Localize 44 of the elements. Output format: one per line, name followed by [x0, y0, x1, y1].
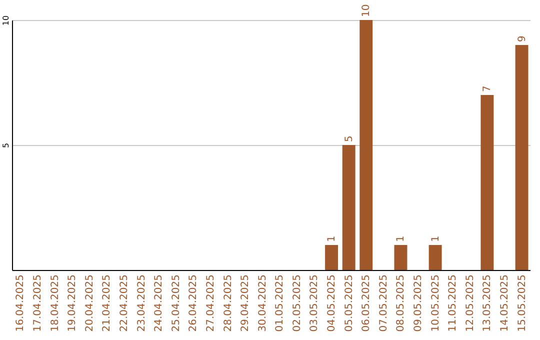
bar: [342, 145, 356, 270]
x-tick-label: 19.04.2025: [67, 274, 78, 332]
bar: [428, 245, 442, 270]
x-tick-label: 21.04.2025: [102, 274, 113, 332]
bar: [480, 95, 494, 270]
x-tick-label: 24.04.2025: [154, 274, 165, 332]
x-tick-label: 26.04.2025: [188, 274, 200, 332]
x-tick-label: 06.05.2025: [361, 274, 372, 332]
data-label: 1: [326, 236, 338, 242]
x-tick-label: 20.04.2025: [84, 274, 96, 332]
data-label: 7: [482, 86, 494, 92]
x-tick-label: 03.05.2025: [309, 274, 320, 332]
data-label: 5: [344, 136, 355, 142]
x-tick-label: 23.04.2025: [136, 274, 148, 332]
x-tick-label: 25.04.2025: [170, 274, 182, 332]
x-tick-label: 05.05.2025: [344, 274, 355, 332]
x-tick-label: 15.05.2025: [516, 274, 528, 332]
x-tick-label: 22.04.2025: [118, 274, 130, 332]
x-tick-label: 02.05.2025: [292, 274, 303, 332]
x-tick-label: 11.05.2025: [448, 274, 459, 332]
bar: [325, 245, 338, 270]
x-tick-label: 14.05.2025: [499, 274, 510, 332]
x-tick-label: 07.05.2025: [378, 274, 390, 332]
data-label: 10: [361, 4, 372, 17]
data-label: 1: [430, 236, 442, 242]
data-label: 9: [516, 36, 528, 42]
x-tick-label: 01.05.2025: [274, 274, 286, 332]
x-tick-label: 30.04.2025: [257, 274, 268, 332]
bar: [394, 245, 408, 270]
x-tick-label: 29.04.2025: [240, 274, 252, 332]
x-tick-label: 17.04.2025: [32, 274, 44, 332]
bar: [515, 45, 528, 270]
x-tick-label: 08.05.2025: [396, 274, 407, 332]
x-tick-label: 04.05.2025: [326, 274, 338, 332]
x-tick-label: 16.04.2025: [15, 274, 26, 332]
x-tick-label: 12.05.2025: [464, 274, 476, 332]
data-label: 1: [396, 236, 407, 242]
x-tick-label: 13.05.2025: [482, 274, 494, 332]
x-tick-label: 10.05.2025: [430, 274, 442, 332]
bar: [360, 20, 373, 270]
x-tick-label: 27.04.2025: [205, 274, 216, 332]
x-tick-label: 18.04.2025: [50, 274, 61, 332]
x-tick-label: 28.04.2025: [222, 274, 234, 332]
x-tick-label: 09.05.2025: [413, 274, 424, 332]
